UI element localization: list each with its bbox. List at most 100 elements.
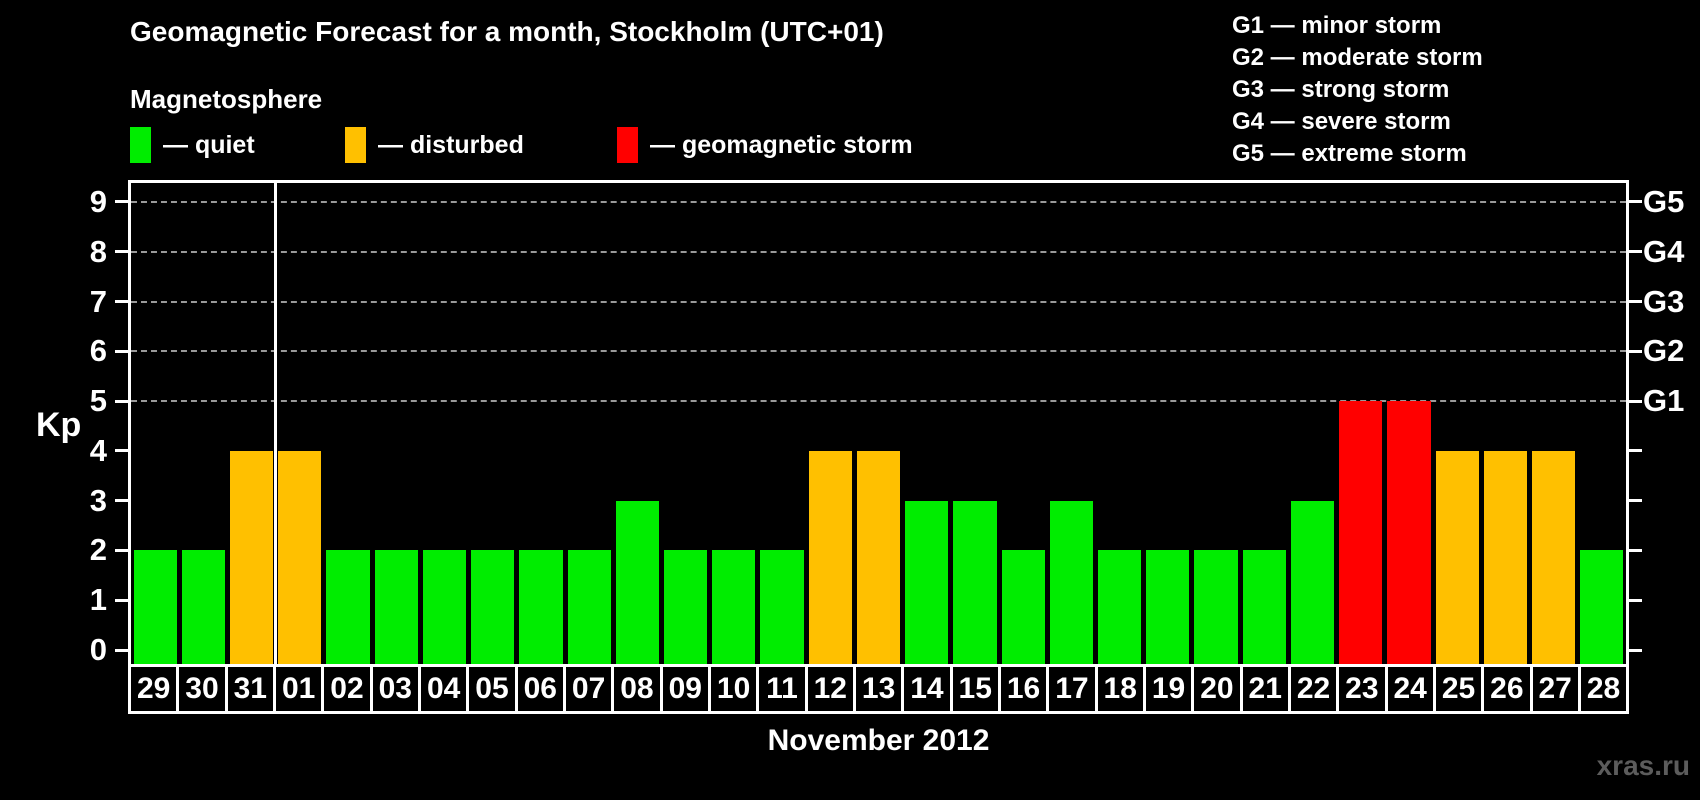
day-label-cell: 14 xyxy=(901,664,953,714)
gridline-kp8 xyxy=(131,250,1626,253)
y-axis-tick-right-7 xyxy=(1629,300,1642,304)
kp-bar-day-17 xyxy=(1049,500,1093,667)
month-separator-line xyxy=(274,183,278,667)
day-label-cell: 09 xyxy=(659,664,711,714)
kp-bar-day-14 xyxy=(905,500,949,667)
kp-bar-day-03 xyxy=(374,550,418,667)
day-label-cell: 17 xyxy=(1046,664,1098,714)
watermark: xras.ru xyxy=(1596,750,1690,781)
gridline-kp5 xyxy=(131,400,1626,403)
y-axis-tick-right-0 xyxy=(1629,648,1642,652)
kp-bar-day-07 xyxy=(567,550,611,667)
storm-swatch xyxy=(617,127,638,163)
kp-bar-day-05 xyxy=(471,550,515,667)
y-tick-label-5: 5 xyxy=(89,383,107,419)
day-label-cell: 31 xyxy=(224,664,276,714)
day-label-cell: 28 xyxy=(1577,664,1630,714)
day-label-cell: 10 xyxy=(707,664,760,714)
x-axis-title: November 2012 xyxy=(767,724,990,757)
kp-bar-chart: 0 1 2 3 4 5 6 7 8 9 G1 G2 G3 G4 G5 xyxy=(90,180,1684,670)
y-axis-tick-right-6 xyxy=(1629,349,1642,353)
kp-bar-day-15 xyxy=(953,500,997,667)
day-label-cell: 26 xyxy=(1481,664,1533,714)
y-tick-label-4: 4 xyxy=(89,432,107,468)
legend-label-quiet: — quiet xyxy=(163,130,255,159)
y-axis-tick-right-3 xyxy=(1629,499,1642,503)
y-axis-tick-right-8 xyxy=(1629,250,1642,254)
kp-bar-day-04 xyxy=(422,550,467,667)
day-label-cell: 11 xyxy=(756,664,808,714)
kp-bar-day-25 xyxy=(1435,450,1479,667)
y-axis-tick-left-8 xyxy=(115,250,128,254)
x-axis-day-labels: 29 30 31 01 02 03 04 05 06 07 08 09 10 11 12 13 14 15 16 17… xyxy=(128,664,1630,714)
kp-bar-day-11 xyxy=(760,550,804,667)
g-legend-line-4: G4 — severe storm xyxy=(1232,108,1451,135)
kp-bar-day-20 xyxy=(1194,550,1238,667)
y-tick-label-9: 9 xyxy=(89,183,107,219)
kp-bar-day-30 xyxy=(181,550,225,667)
day-label-cell: 22 xyxy=(1287,664,1340,714)
kp-bar-day-10 xyxy=(712,550,756,667)
day-label-cell: 12 xyxy=(804,664,856,714)
kp-bar-day-22 xyxy=(1290,500,1335,667)
kp-bar-day-24 xyxy=(1387,401,1431,667)
day-label-cell: 29 xyxy=(128,664,180,714)
kp-bar-day-27 xyxy=(1532,450,1576,667)
day-label-cell: 23 xyxy=(1336,664,1388,714)
day-label-cell: 05 xyxy=(466,664,518,714)
disturbed-swatch xyxy=(345,127,366,163)
y-axis-tick-left-0 xyxy=(115,648,128,652)
status-legend: — quiet — disturbed — geomagnetic storm xyxy=(0,122,1100,168)
kp-bar-day-21 xyxy=(1242,550,1286,667)
y-tick-label-2: 2 xyxy=(89,532,107,568)
day-label-cell: 07 xyxy=(562,664,615,714)
day-label-cell: 25 xyxy=(1432,664,1485,714)
gridline-kp6 xyxy=(131,350,1626,353)
y-axis-tick-left-3 xyxy=(115,499,128,503)
y-axis-tick-left-1 xyxy=(115,598,128,602)
y-tick-label-3: 3 xyxy=(89,482,107,518)
kp-bar-day-19 xyxy=(1146,550,1190,667)
day-label-cell: 27 xyxy=(1529,664,1581,714)
day-label-cell: 02 xyxy=(321,664,373,714)
g-legend-line-1: G1 — minor storm xyxy=(1232,12,1442,39)
y-axis-tick-left-2 xyxy=(115,548,128,552)
page-title: Geomagnetic Forecast for a month, Stockh… xyxy=(130,16,884,47)
legend-label-disturbed: — disturbed xyxy=(378,130,524,159)
y-axis-tick-right-2 xyxy=(1629,548,1642,552)
g-legend-line-2: G2 — moderate storm xyxy=(1232,44,1483,71)
kp-bar-day-12 xyxy=(808,450,852,667)
kp-bar-day-28 xyxy=(1580,550,1624,667)
legend-label-storm: — geomagnetic storm xyxy=(650,130,913,159)
kp-bar-day-23 xyxy=(1339,401,1383,667)
day-label-cell: 18 xyxy=(1094,664,1146,714)
y-tick-label-6: 6 xyxy=(89,333,107,369)
day-label-cell: 19 xyxy=(1142,664,1195,714)
day-label-cell: 24 xyxy=(1384,664,1436,714)
y-tick-label-8: 8 xyxy=(89,233,107,269)
y-axis-tick-left-6 xyxy=(115,349,128,353)
y-tick-label-1: 1 xyxy=(89,582,107,618)
g-legend-line-3: G3 — strong storm xyxy=(1232,76,1450,103)
day-label-cell: 21 xyxy=(1239,664,1291,714)
quiet-swatch xyxy=(130,127,151,163)
y-axis-tick-right-1 xyxy=(1629,598,1642,602)
legend-item-disturbed: — disturbed xyxy=(345,122,524,168)
day-label-cell: 06 xyxy=(514,664,566,714)
day-label-cell: 15 xyxy=(949,664,1001,714)
y-axis-tick-right-4 xyxy=(1629,449,1642,453)
g-scale-legend: G1 — minor storm G2 — moderate storm G3 — … xyxy=(1232,10,1483,170)
kp-bar-day-09 xyxy=(663,550,708,667)
y-tick-label-7: 7 xyxy=(89,283,107,319)
y-axis-tick-left-9 xyxy=(115,200,128,204)
kp-bar-day-31 xyxy=(229,450,274,667)
gridline-kp9 xyxy=(131,200,1626,203)
g-scale-label-G5: G5 xyxy=(1643,183,1685,219)
y-axis-tick-right-5 xyxy=(1629,399,1642,403)
y-axis-tick-left-4 xyxy=(115,449,128,453)
g-scale-label-G1: G1 xyxy=(1643,383,1685,419)
g-scale-label-G3: G3 xyxy=(1643,283,1685,319)
day-label-cell: 03 xyxy=(369,664,421,714)
kp-bar-day-29 xyxy=(133,550,177,667)
